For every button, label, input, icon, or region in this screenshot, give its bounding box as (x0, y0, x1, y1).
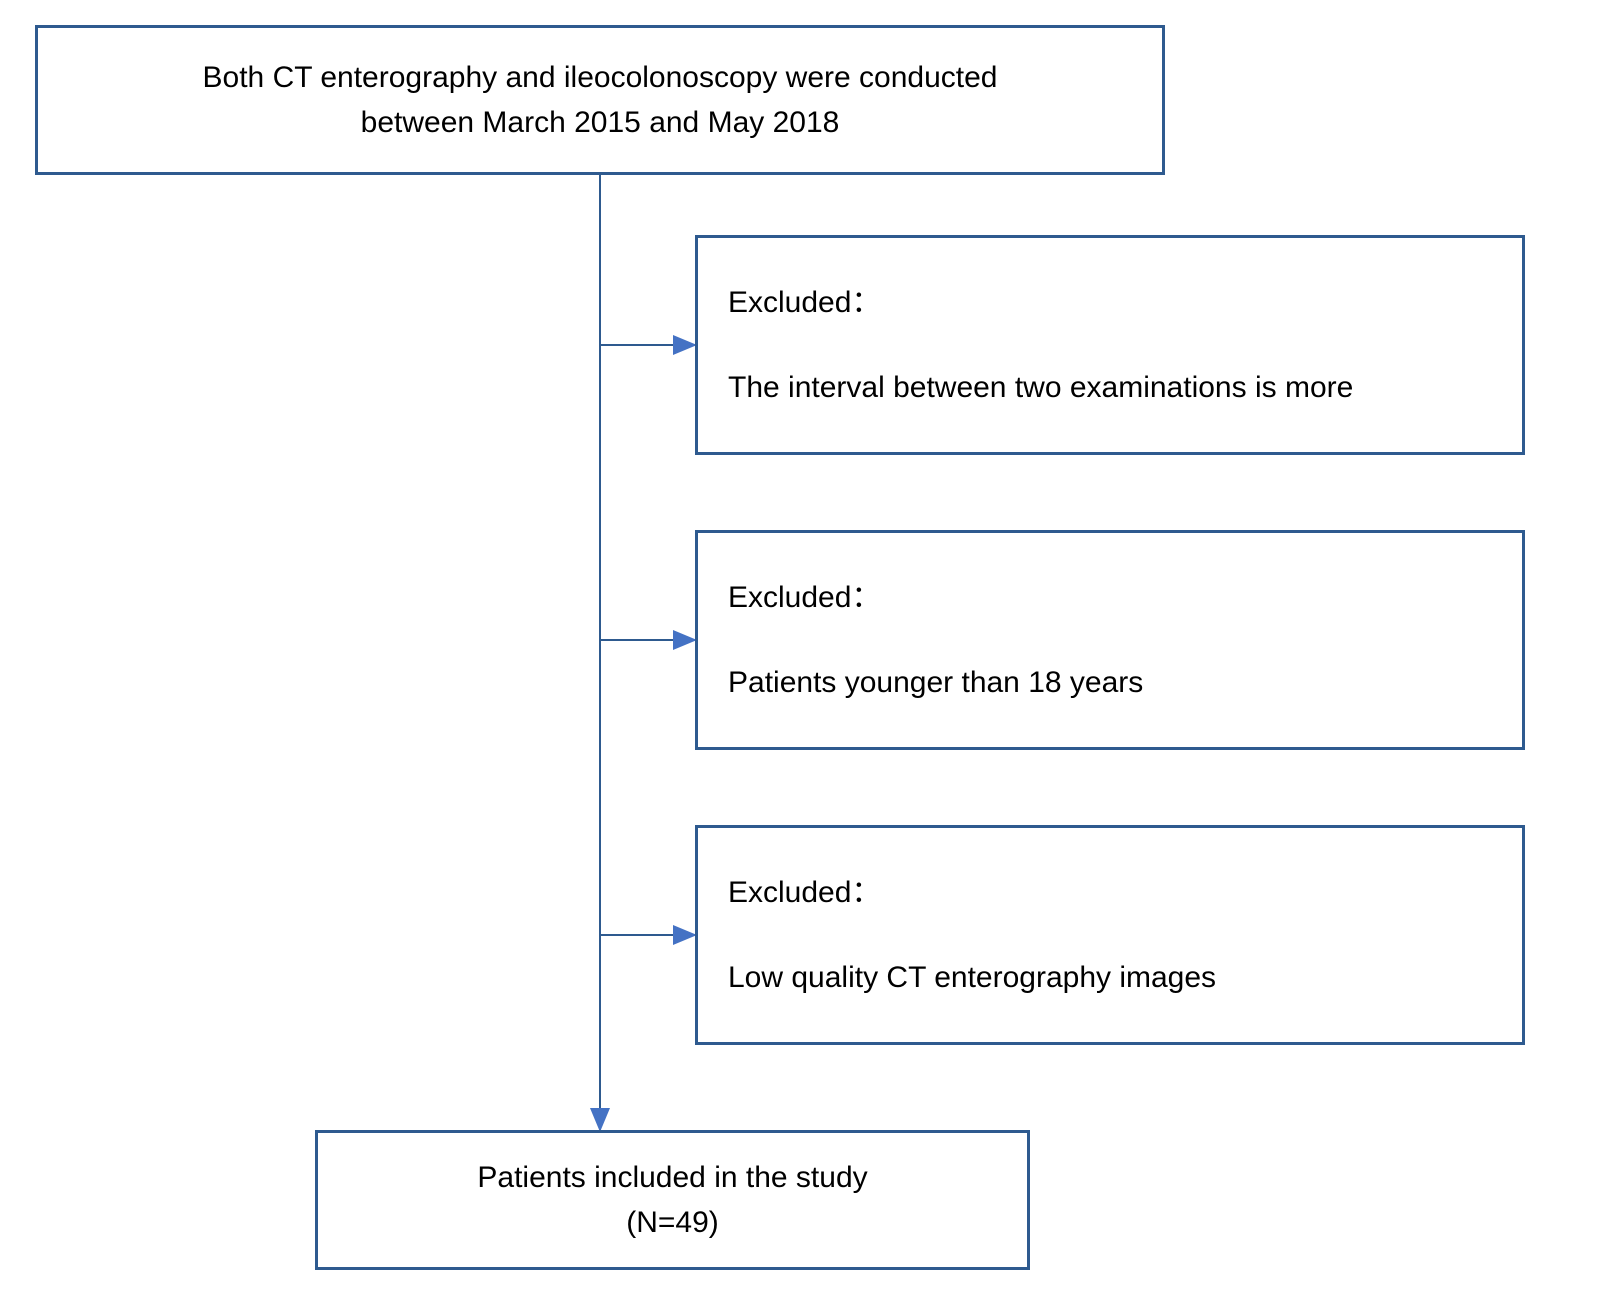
excluded3-line1: Excluded： (728, 870, 1492, 915)
excluded3-line2: Low quality CT enterography images (728, 955, 1492, 1000)
excluded1-line2: The interval between two examinations is… (728, 365, 1492, 410)
excluded2-node: Excluded： Patients younger than 18 years (695, 530, 1525, 750)
excluded2-line2: Patients younger than 18 years (728, 660, 1492, 705)
end-node: Patients included in the study (N=49) (315, 1130, 1030, 1270)
excluded2-line1: Excluded： (728, 575, 1492, 620)
end-node-line2: (N=49) (348, 1200, 997, 1245)
end-node-line1: Patients included in the study (348, 1155, 997, 1200)
start-node-line2: between March 2015 and May 2018 (68, 100, 1132, 145)
start-node: Both CT enterography and ileocolonoscopy… (35, 25, 1165, 175)
excluded3-node: Excluded： Low quality CT enterography im… (695, 825, 1525, 1045)
excluded1-node: Excluded： The interval between two exami… (695, 235, 1525, 455)
excluded1-line1: Excluded： (728, 280, 1492, 325)
start-node-line1: Both CT enterography and ileocolonoscopy… (68, 55, 1132, 100)
flowchart-container: Both CT enterography and ileocolonoscopy… (0, 0, 1600, 1300)
